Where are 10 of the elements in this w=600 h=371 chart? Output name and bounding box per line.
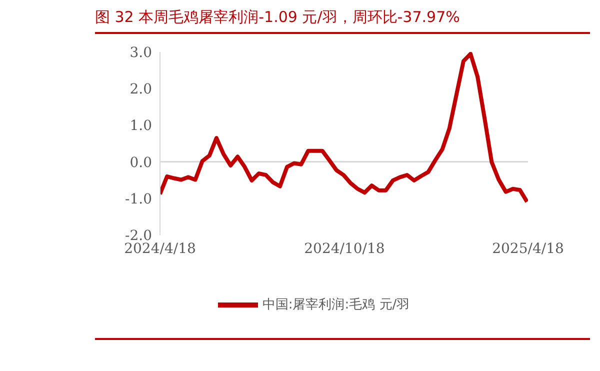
y-tick-label: 3.0	[130, 44, 152, 61]
y-tick-label: 0.0	[130, 154, 152, 171]
y-tick-label: 1.0	[130, 118, 152, 134]
legend-label: 中国:屠宰利润:毛鸡 元/羽	[262, 298, 410, 313]
x-tick-label: 2025/4/18	[492, 240, 564, 257]
x-tick-label: 2024/10/18	[304, 240, 385, 257]
chart-title: 图 32 本周毛鸡屠宰利润-1.09 元/羽，周环比-37.97%	[95, 8, 460, 27]
y-tick-label: -1.0	[125, 191, 152, 208]
line-series	[160, 52, 528, 204]
y-tick-label: 2.0	[130, 82, 152, 98]
